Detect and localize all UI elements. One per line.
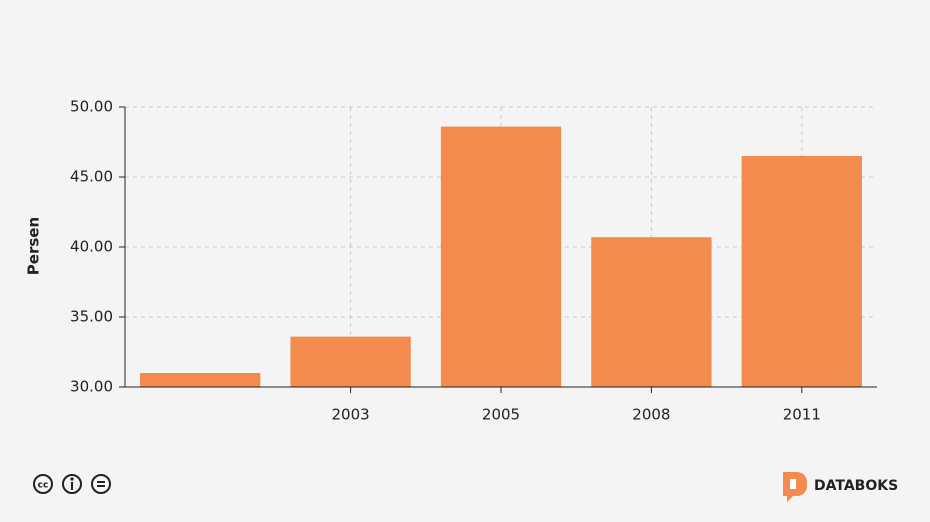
- y-tick-label: 30.00: [70, 378, 113, 396]
- x-tick-label: 2005: [482, 406, 520, 424]
- bar: [741, 156, 862, 387]
- y-tick-label: 50.00: [70, 98, 113, 116]
- bar: [140, 373, 261, 387]
- x-tick-label: 2008: [632, 406, 670, 424]
- x-tick-label: 2011: [783, 406, 821, 424]
- svg-text:cc: cc: [38, 481, 49, 491]
- bar: [290, 336, 411, 387]
- y-axis-label: Persen: [25, 217, 43, 275]
- bar: [440, 126, 562, 387]
- bar: [591, 237, 712, 387]
- brand-name: DATABOKS: [814, 478, 898, 494]
- y-tick-label: 40.00: [70, 238, 113, 256]
- brand-logo: DATABOKS: [783, 472, 898, 502]
- y-tick-label: 45.00: [70, 168, 113, 186]
- x-tick-label: 2003: [332, 406, 370, 424]
- y-tick-label: 35.00: [70, 308, 113, 326]
- license-icons: cc: [33, 474, 111, 494]
